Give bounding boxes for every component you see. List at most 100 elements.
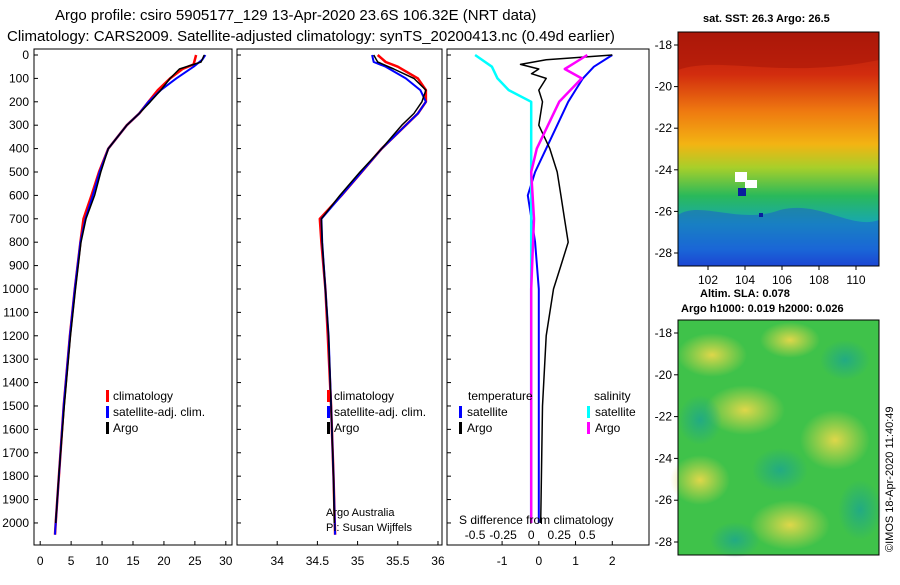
series-line-salinity-satellite bbox=[474, 53, 533, 523]
sla-low-anomaly bbox=[678, 395, 722, 445]
sst-x-tick-label: 110 bbox=[846, 273, 865, 287]
sla-y-tick-label: -26 bbox=[655, 493, 673, 507]
legend-heading-salinity: salinity bbox=[594, 389, 631, 403]
legend-swatch-sal-satellite bbox=[587, 406, 590, 418]
sla-y-tick-label: -18 bbox=[655, 326, 673, 340]
legend-label-satellite: satellite-adj. clim. bbox=[113, 405, 205, 419]
depth-tick-label: 2000 bbox=[2, 516, 29, 530]
sla-high-anomaly bbox=[705, 385, 785, 435]
sla-map-title-2: Argo h1000: 0.019 h2000: 0.026 bbox=[681, 303, 844, 315]
sst-cloud-gap bbox=[745, 180, 757, 188]
sla-high-anomaly bbox=[677, 333, 747, 377]
temperature-x-tick-label: 5 bbox=[68, 554, 75, 568]
depth-tick-label: 1400 bbox=[2, 376, 29, 390]
salinity-x-tick-label: 34 bbox=[271, 554, 285, 568]
difference-salinity-tick-label: 0.5 bbox=[579, 528, 596, 542]
sst-x-tick-label: 106 bbox=[772, 273, 792, 287]
legend-label-sal-argo: Argo bbox=[595, 421, 621, 435]
legend-swatch-climatology bbox=[106, 390, 109, 402]
footnote-argo-australia: Argo Australia bbox=[326, 507, 395, 519]
sla-high-anomaly bbox=[760, 322, 820, 358]
legend-swatch-sal-argo bbox=[587, 422, 590, 434]
temperature-x-axis: 0 5 10 15 20 25 30 bbox=[37, 541, 233, 568]
series-line-argo bbox=[320, 54, 427, 524]
legend-label-temp-satellite: satellite bbox=[467, 405, 508, 419]
difference-salinity-tick-label: 0.25 bbox=[548, 528, 572, 542]
difference-tick-label: -1 bbox=[497, 554, 508, 568]
legend-swatch-argo bbox=[106, 422, 109, 434]
depth-tick-label: 100 bbox=[9, 71, 29, 85]
depth-tick-label: 1200 bbox=[2, 329, 29, 343]
legend-label-sal-satellite: satellite bbox=[595, 405, 636, 419]
temperature-x-tick-label: 0 bbox=[37, 554, 44, 568]
depth-tick-label: 1600 bbox=[2, 422, 29, 436]
sla-high-anomaly bbox=[800, 410, 870, 470]
series-line-satellite-adj-clim- bbox=[320, 54, 427, 535]
footnote-pi: PI: Susan Wijffels bbox=[326, 522, 412, 534]
header-line-2: Climatology: CARS2009. Satellite-adjuste… bbox=[7, 28, 615, 45]
temperature-x-tick-label: 10 bbox=[95, 554, 109, 568]
sst-y-tick-label: -18 bbox=[655, 38, 673, 52]
depth-tick-label: 1700 bbox=[2, 446, 29, 460]
legend-label-climatology: climatology bbox=[113, 389, 173, 403]
sla-map-frame bbox=[677, 319, 880, 556]
depth-tick-label: 1800 bbox=[2, 469, 29, 483]
salinity-x-tick-label: 36 bbox=[431, 554, 445, 568]
salinity-series bbox=[318, 54, 428, 535]
imos-stamp: ©IMOS 18-Apr-2020 11:40:49 bbox=[884, 407, 896, 552]
sst-cool-region bbox=[678, 207, 879, 266]
series-line-satellite-adj-clim- bbox=[54, 54, 207, 535]
temperature-x-tick-label: 25 bbox=[188, 554, 202, 568]
legend-label-argo: Argo bbox=[334, 421, 360, 435]
difference-tick-label: 0 bbox=[535, 554, 542, 568]
legend-label-temp-argo: Argo bbox=[467, 421, 493, 435]
sst-map-field bbox=[678, 32, 879, 266]
salinity-panel-frame bbox=[236, 48, 443, 546]
salinity-x-tick-label: 35 bbox=[351, 554, 365, 568]
difference-x-axis: -0.5 -0.25 0 0.25 0.5 -1 0 1 2 bbox=[465, 528, 616, 568]
series-line-temperature-argo bbox=[519, 54, 613, 524]
series-line-salinity-argo bbox=[529, 53, 588, 523]
depth-tick-label: 1900 bbox=[2, 493, 29, 507]
difference-tick-label: 1 bbox=[572, 554, 579, 568]
sst-warm-region bbox=[678, 32, 879, 70]
depth-tick-label: 400 bbox=[9, 142, 29, 156]
sla-y-tick-label: -24 bbox=[655, 451, 673, 465]
sst-cloud-gap bbox=[735, 172, 747, 182]
sla-low-anomaly bbox=[752, 448, 808, 492]
sst-y-axis: -18 -20 -22 -24 -26 -28 bbox=[655, 38, 678, 260]
sst-x-axis: 102 104 106 108 110 bbox=[698, 266, 866, 287]
difference-series bbox=[474, 53, 613, 524]
series-line-argo bbox=[54, 54, 205, 524]
depth-tick-label: 600 bbox=[9, 188, 29, 202]
sla-high-anomaly bbox=[750, 500, 830, 550]
difference-axis-title: S difference from climatology bbox=[459, 513, 614, 527]
difference-salinity-tick-label: 0 bbox=[528, 528, 535, 542]
sst-y-tick-label: -26 bbox=[655, 204, 673, 218]
salinity-x-axis: 34 34.5 35 35.5 36 bbox=[271, 541, 445, 568]
sst-map-frame bbox=[677, 31, 880, 267]
argo-location-marker bbox=[759, 213, 763, 217]
temperature-legend: climatology satellite-adj. clim. Argo bbox=[106, 389, 205, 435]
depth-tick-label: 1500 bbox=[2, 399, 29, 413]
legend-swatch-argo bbox=[327, 422, 330, 434]
legend-swatch-satellite bbox=[106, 406, 109, 418]
depth-axis: 0 100 200 300 400 500 600 700 800 900 1000 1100 1200… bbox=[2, 48, 451, 530]
legend-swatch-temp-argo bbox=[459, 422, 462, 434]
salinity-x-tick-label: 35.5 bbox=[386, 554, 410, 568]
sst-y-tick-label: -22 bbox=[655, 121, 673, 135]
series-line-temperature-satellite bbox=[526, 54, 613, 523]
depth-tick-label: 1300 bbox=[2, 352, 29, 366]
sla-y-tick-label: -28 bbox=[655, 535, 673, 549]
sst-y-tick-label: -28 bbox=[655, 246, 673, 260]
legend-heading-temperature: temperature bbox=[468, 389, 533, 403]
sst-x-tick-label: 102 bbox=[698, 273, 718, 287]
depth-tick-label: 1100 bbox=[3, 305, 29, 319]
temperature-x-tick-label: 30 bbox=[219, 554, 233, 568]
difference-salinity-tick-label: -0.25 bbox=[489, 528, 517, 542]
salinity-legend: climatology satellite-adj. clim. Argo Ar… bbox=[326, 389, 426, 534]
sla-y-tick-label: -22 bbox=[655, 410, 673, 424]
temperature-series bbox=[53, 54, 207, 535]
